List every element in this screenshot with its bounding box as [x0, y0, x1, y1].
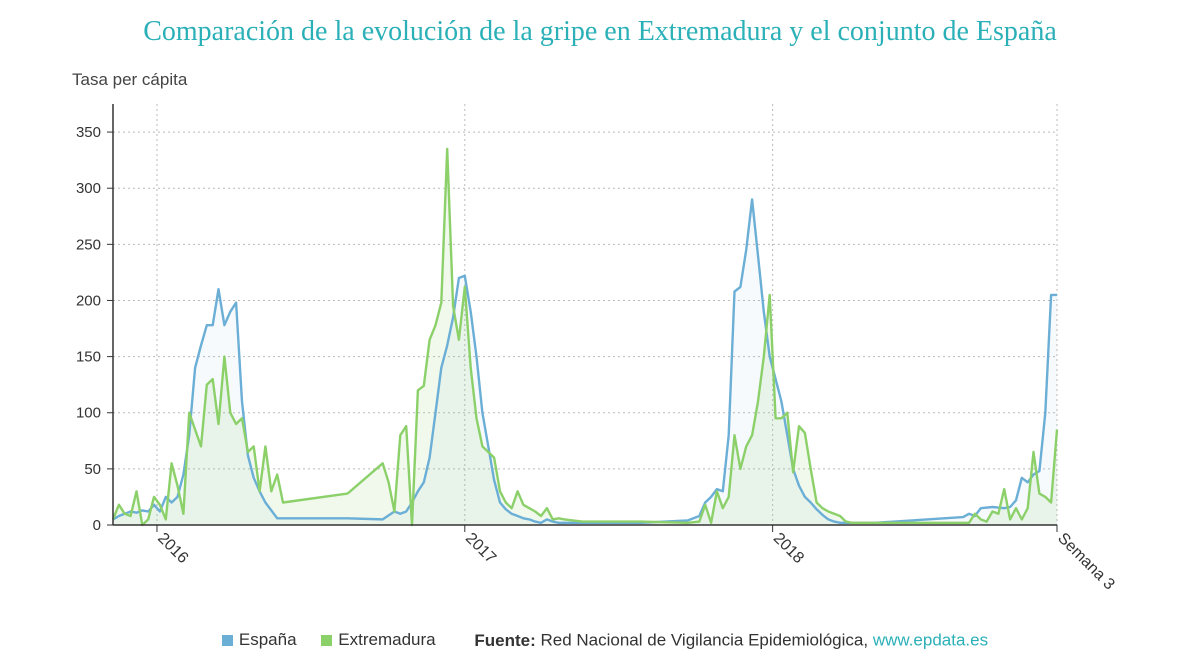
y-tick-label: 250 — [76, 236, 101, 253]
legend-swatch-extremadura — [321, 634, 333, 646]
chart-title: Comparación de la evolución de la gripe … — [143, 16, 1057, 47]
source-label: Fuente: — [474, 630, 536, 650]
legend-item-extremadura[interactable]: Extremadura — [321, 630, 436, 650]
series-line-extremadura — [111, 147, 1059, 527]
legend: España Extremadura Fuente: Red Nacional … — [0, 630, 1200, 651]
x-tick-label: Semana 3 — [1054, 530, 1118, 594]
legend-swatch-espana — [221, 634, 233, 646]
area-extremadura — [113, 148, 1057, 525]
legend-label-espana: España — [238, 630, 297, 649]
y-tick-label: 50 — [84, 461, 101, 478]
y-tick-label: 0 — [93, 517, 101, 534]
y-tick-label: 100 — [76, 405, 101, 422]
x-tick-label: 2018 — [770, 530, 807, 567]
x-tick-labels: 2016 2017 2018 Semana 3 — [154, 530, 1118, 594]
x-tick-label: 2016 — [154, 530, 191, 567]
legend-item-espana[interactable]: España — [221, 630, 297, 650]
x-tick-label: 2017 — [462, 530, 499, 567]
y-tick-labels: 0 50 100 150 200 250 300 350 — [76, 124, 101, 534]
source-link[interactable]: www.epdata.es — [872, 630, 989, 650]
y-tick-label: 150 — [76, 349, 101, 366]
axes — [107, 104, 1058, 532]
grid — [113, 104, 1058, 525]
source-text: Red Nacional de Vigilancia Epidemiológic… — [540, 630, 869, 650]
series-lines — [111, 147, 1059, 527]
y-tick-label: 300 — [76, 180, 101, 197]
y-tick-label: 350 — [76, 124, 101, 141]
legend-label-extremadura: Extremadura — [338, 630, 436, 649]
area-fills — [113, 148, 1057, 525]
area-espana — [113, 199, 1057, 525]
y-tick-label: 200 — [76, 292, 101, 309]
y-axis-label: Tasa per cápita — [72, 70, 188, 89]
